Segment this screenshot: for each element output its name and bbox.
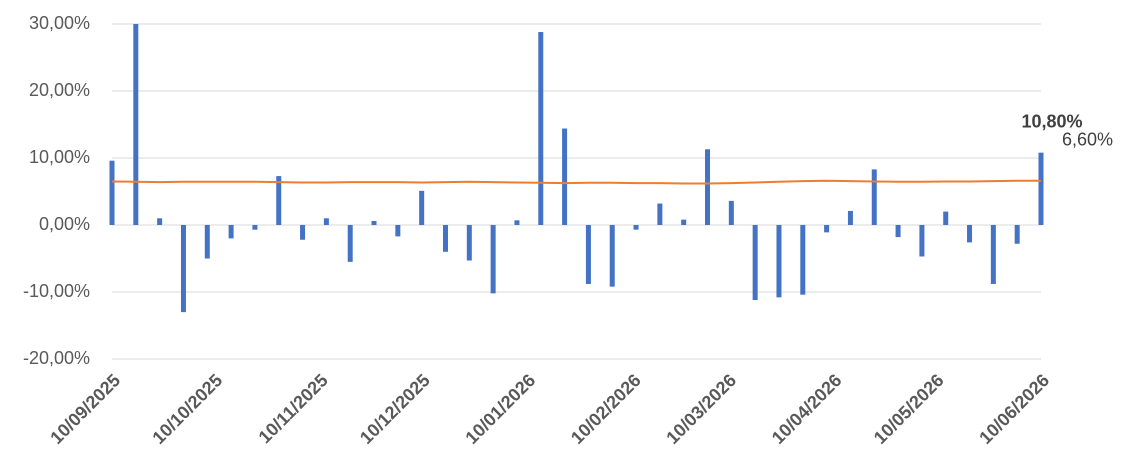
- bar: [442, 225, 448, 252]
- bar: [609, 225, 615, 287]
- bar: [705, 149, 711, 225]
- bar: [538, 32, 544, 225]
- bar: [204, 225, 210, 259]
- bar: [562, 128, 568, 225]
- bar: [871, 169, 877, 225]
- x-tick-label: 10/12/2025: [356, 370, 434, 448]
- bar: [323, 218, 329, 225]
- y-tick-label: -20,00%: [23, 348, 90, 368]
- bar: [1038, 152, 1044, 225]
- bar: [895, 225, 901, 238]
- x-tick-label: 10/05/2026: [870, 370, 948, 448]
- bar: [943, 211, 949, 225]
- bar: [776, 225, 782, 298]
- x-tick-label: 10/01/2026: [461, 370, 539, 448]
- x-tick-label: 10/09/2025: [46, 370, 124, 448]
- bar: [847, 210, 853, 225]
- data-label: 6,60%: [1062, 130, 1113, 150]
- bar: [585, 225, 591, 284]
- x-tick-label: 10/02/2026: [567, 370, 645, 448]
- bar: [276, 176, 282, 225]
- bar: [300, 225, 306, 240]
- bar: [681, 219, 687, 225]
- data-label: 10,80%: [1021, 111, 1082, 131]
- x-tick-label: 10/10/2025: [148, 370, 226, 448]
- x-tick-label: 10/04/2026: [768, 370, 846, 448]
- bar: [252, 225, 258, 230]
- bar: [347, 225, 353, 262]
- bar: [967, 225, 973, 243]
- bar: [180, 225, 186, 313]
- bar: [633, 225, 639, 230]
- x-tick-label: 10/03/2026: [662, 370, 740, 448]
- y-tick-label: 30,00%: [29, 13, 90, 33]
- bar: [490, 225, 496, 294]
- y-tick-label: 20,00%: [29, 80, 90, 100]
- y-tick-label: -10,00%: [23, 281, 90, 301]
- bar: [157, 218, 163, 225]
- bar: [228, 225, 234, 239]
- y-tick-label: 0,00%: [39, 214, 90, 234]
- bar: [371, 220, 377, 225]
- bar: [824, 225, 830, 233]
- bar: [752, 225, 758, 301]
- x-tick-label: 10/06/2026: [975, 370, 1053, 448]
- bar: [109, 160, 115, 225]
- bar: [728, 200, 734, 225]
- bar: [1014, 225, 1020, 244]
- bar: [395, 225, 401, 237]
- bar: [466, 225, 472, 261]
- bar: [657, 203, 663, 225]
- x-tick-label: 10/11/2025: [255, 370, 332, 447]
- line: [111, 179, 1041, 185]
- bar: [919, 225, 925, 257]
- bar: [419, 190, 425, 225]
- bar: [800, 225, 806, 295]
- bar: [133, 24, 139, 225]
- bar: [990, 225, 996, 284]
- y-tick-label: 10,00%: [29, 147, 90, 167]
- bar: [514, 220, 520, 225]
